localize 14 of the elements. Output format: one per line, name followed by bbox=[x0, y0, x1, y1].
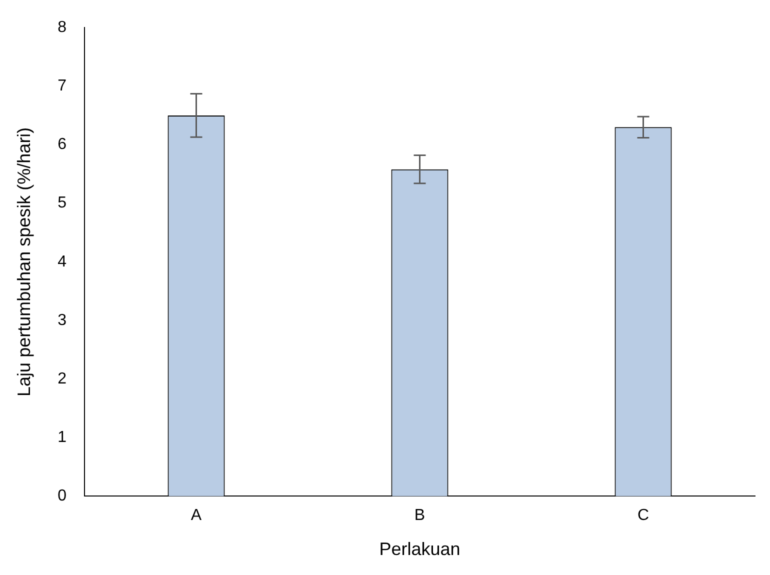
x-tick-label: B bbox=[414, 507, 426, 524]
y-axis-title: Laju pertumbuhan spesik (%/hari) bbox=[14, 127, 34, 396]
y-tick-label: 3 bbox=[58, 312, 67, 329]
y-tick-label: 6 bbox=[58, 136, 67, 154]
x-tick-label: A bbox=[190, 507, 202, 524]
y-tick-label: 8 bbox=[58, 19, 67, 36]
y-tick-label: 1 bbox=[58, 429, 67, 446]
y-tick-label: 7 bbox=[58, 78, 67, 95]
x-axis-title: Perlakuan bbox=[379, 539, 460, 560]
y-tick-label: 5 bbox=[58, 194, 67, 212]
x-tick-label: C bbox=[637, 507, 650, 524]
y-tick-label: 0 bbox=[58, 488, 67, 505]
y-tick-label: 4 bbox=[58, 253, 67, 270]
y-tick-label: 2 bbox=[58, 370, 67, 388]
